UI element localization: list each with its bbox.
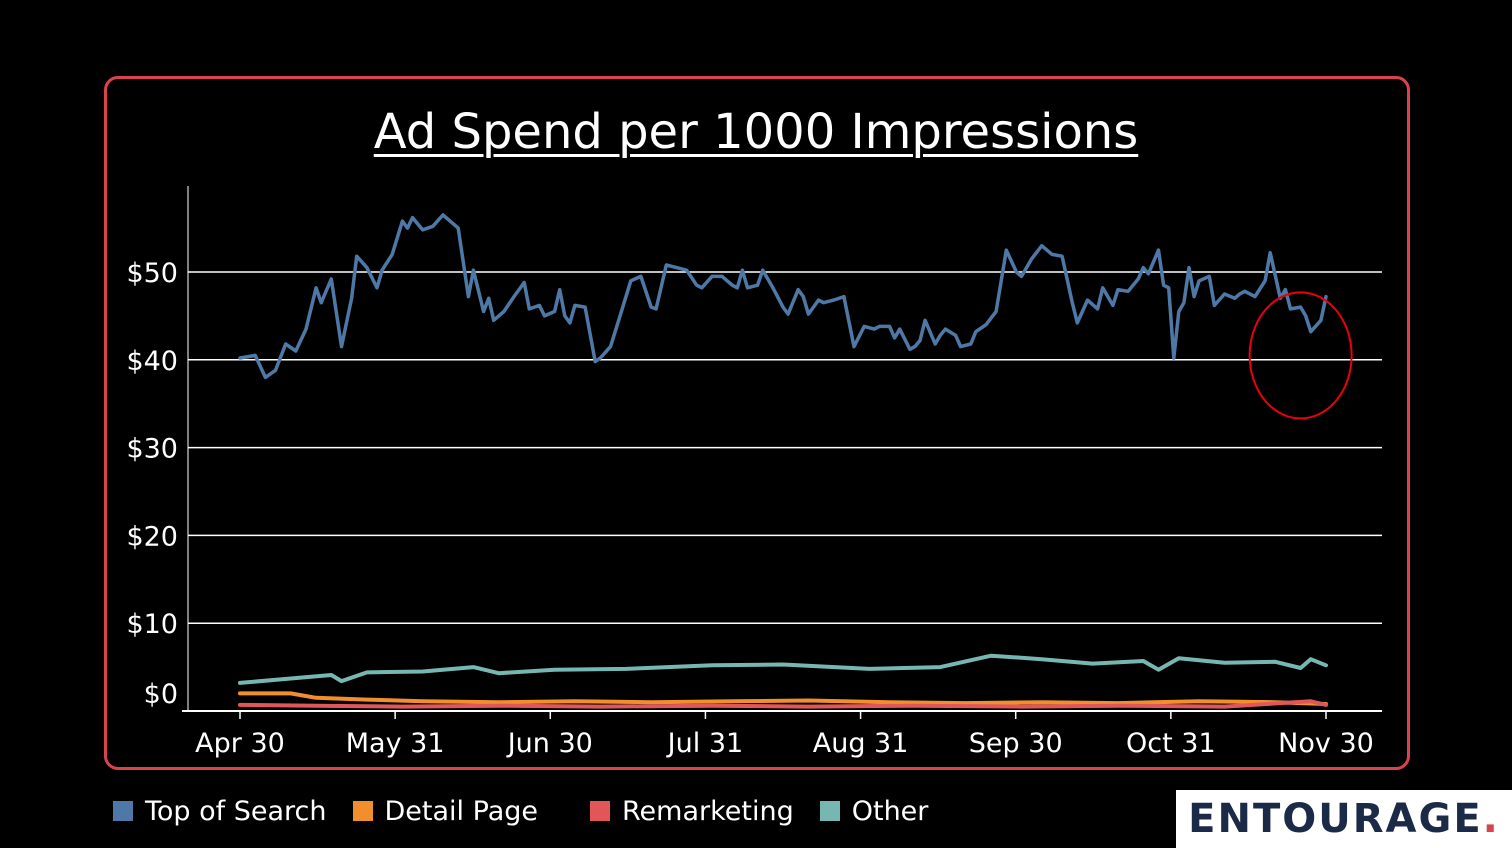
legend-label: Remarketing bbox=[622, 795, 794, 827]
series-line-top-of-search bbox=[238, 213, 1328, 380]
legend-swatch bbox=[113, 801, 133, 821]
y-tick-label: $40 bbox=[126, 346, 178, 377]
legend-label: Top of Search bbox=[145, 795, 327, 827]
series-lines bbox=[238, 213, 1328, 709]
y-tick-label: $30 bbox=[126, 434, 178, 465]
x-tick-label: Jul 31 bbox=[666, 728, 744, 759]
x-tick-label: Apr 30 bbox=[195, 728, 285, 759]
series-line-remarketing bbox=[238, 699, 1328, 709]
legend-label: Detail Page bbox=[384, 795, 538, 827]
legend-swatch bbox=[590, 801, 610, 821]
legend-label: Other bbox=[851, 795, 929, 827]
y-tick-label: $50 bbox=[126, 258, 178, 289]
grid-lines bbox=[188, 271, 1382, 624]
legend-swatch bbox=[819, 801, 840, 821]
highlight-circle bbox=[1248, 291, 1353, 420]
chart-frame bbox=[104, 76, 1410, 770]
legend-item: Remarketing bbox=[590, 796, 794, 827]
chart-title: Ad Spend per 1000 Impressions bbox=[373, 104, 1139, 160]
y-tick-label: $10 bbox=[126, 609, 178, 640]
y-tick-label: $20 bbox=[126, 521, 178, 552]
x-tick-label: Sep 30 bbox=[969, 728, 1063, 759]
y-tick-label: $0 bbox=[144, 679, 178, 710]
logo-text: ENTOURAGE. bbox=[1188, 796, 1500, 842]
annotation bbox=[1248, 291, 1353, 420]
legend-item: Other bbox=[819, 795, 929, 827]
x-tick-label: Jun 30 bbox=[506, 728, 593, 759]
x-tick-label: Oct 31 bbox=[1126, 728, 1216, 759]
axes: $0 $10 $20 $30 $40 $50 Apr 30 May 31 Jun 30 Jul 3… bbox=[126, 186, 1382, 759]
legend: Top of Search Detail Page Remarketing Other bbox=[113, 794, 954, 828]
x-tick-label: May 31 bbox=[346, 728, 445, 759]
legend-item: Top of Search bbox=[113, 796, 327, 827]
legend-item: Detail Page bbox=[352, 795, 538, 827]
entourage-logo: ENTOURAGE. bbox=[1176, 790, 1512, 848]
x-tick-label: Aug 31 bbox=[813, 728, 909, 759]
x-tick-label: Nov 30 bbox=[1278, 728, 1374, 759]
series-line-other bbox=[238, 653, 1328, 685]
series-line-detail-page bbox=[238, 691, 1328, 706]
legend-swatch bbox=[352, 801, 373, 821]
